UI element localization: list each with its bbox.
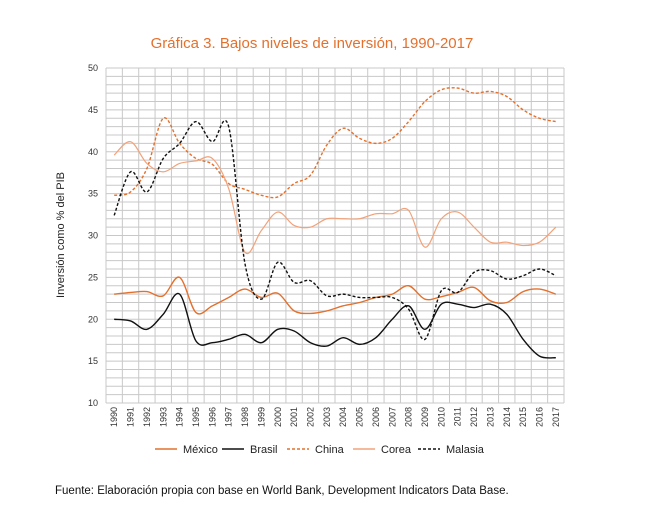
- series: [113, 87, 557, 359]
- x-tick-label: 2011: [453, 407, 463, 426]
- y-tick-label: 50: [88, 63, 98, 73]
- series-line-corea: [113, 141, 557, 255]
- x-tick-label: 1999: [256, 407, 266, 427]
- y-tick-label: 30: [88, 231, 98, 241]
- y-axis-label: Inversión como % del PIB: [55, 172, 67, 298]
- x-tick-label: 2002: [305, 407, 315, 427]
- series-line-brasil: [114, 292, 556, 359]
- legend-label-malasia: Malasia: [446, 444, 485, 456]
- source-note: Fuente: Elaboración propia con base en W…: [55, 485, 509, 497]
- legend: México Brasil China Corea Malasia: [155, 444, 485, 456]
- x-tick-label: 1993: [158, 407, 168, 427]
- series-line-china: [114, 87, 556, 199]
- x-tick-label: 2007: [387, 407, 397, 427]
- x-tick-label: 2013: [485, 407, 495, 427]
- x-tick-label: 2005: [355, 407, 365, 427]
- x-tick-label: 2017: [551, 407, 561, 427]
- y-tick-label: 25: [88, 272, 98, 282]
- legend-label-brasil: Brasil: [250, 444, 278, 456]
- x-tick-label: 2001: [289, 407, 299, 427]
- x-tick-label: 2003: [322, 407, 332, 427]
- x-tick-label: 1994: [175, 407, 185, 427]
- x-tick-label: 1990: [109, 407, 119, 427]
- x-axis-ticks: 1990 1991 1992 1993 1994 1995 1996 1997 1998 1999…: [109, 407, 561, 427]
- x-tick-label: 1998: [240, 407, 250, 427]
- y-tick-label: 10: [88, 398, 98, 408]
- y-tick-label: 40: [88, 147, 98, 157]
- x-tick-label: 1992: [142, 407, 152, 427]
- x-tick-label: 2014: [502, 407, 512, 427]
- x-tick-label: 2010: [436, 407, 446, 427]
- x-tick-label: 1996: [207, 407, 217, 427]
- x-tick-label: 2009: [420, 407, 430, 427]
- series-line-malasia: [113, 119, 557, 341]
- x-tick-label: 2000: [273, 407, 283, 427]
- y-tick-label: 15: [88, 356, 98, 366]
- legend-label-corea: Corea: [381, 444, 412, 456]
- y-tick-label: 20: [88, 314, 98, 324]
- legend-label-mexico: México: [183, 444, 218, 456]
- x-tick-label: 1995: [191, 407, 201, 427]
- grid: [105, 67, 565, 404]
- x-tick-label: 1991: [126, 407, 136, 427]
- y-axis-ticks: 10 15 20 25 30 35 40 45 50: [88, 63, 98, 408]
- x-tick-label: 2012: [469, 407, 479, 427]
- x-tick-label: 2006: [371, 407, 381, 427]
- series-line-mexico: [114, 276, 557, 315]
- chart-title: Gráfica 3. Bajos niveles de inversión, 1…: [151, 35, 474, 52]
- legend-label-china: China: [315, 444, 345, 456]
- x-tick-label: 2016: [534, 407, 544, 427]
- x-tick-label: 2004: [338, 407, 348, 427]
- x-tick-label: 2008: [404, 407, 414, 427]
- x-tick-label: 2015: [518, 407, 528, 427]
- x-tick-label: 1997: [224, 407, 234, 427]
- y-tick-label: 45: [88, 105, 98, 115]
- y-tick-label: 35: [88, 189, 98, 199]
